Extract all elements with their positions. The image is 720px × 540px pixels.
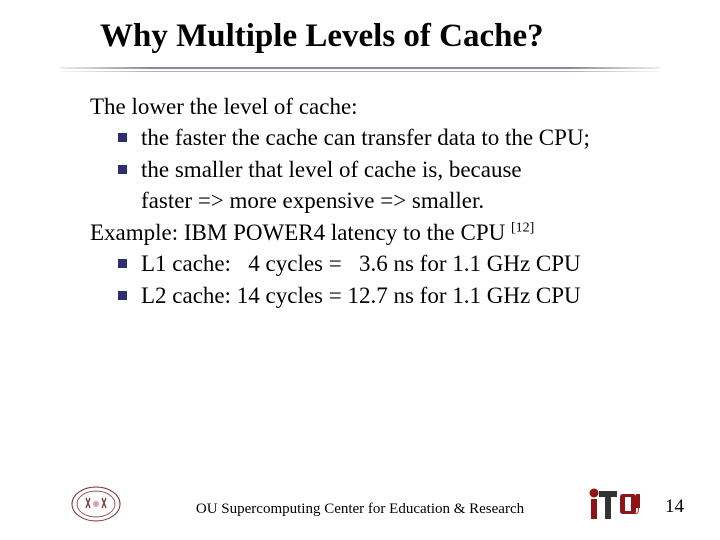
bullet-item: L2 cache: 14 cycles = 12.7 ns for 1.1 GH… [90,281,650,310]
intro-line: The lower the level of cache: [90,92,650,121]
example-text: Example: IBM POWER4 latency to the CPU [90,220,511,245]
bullet-square-icon [118,165,127,174]
slide-title: Why Multiple Levels of Cache? [100,18,680,55]
bullet-text: L2 cache: 14 cycles = 12.7 ns for 1.1 GH… [141,281,650,310]
bullet-square-icon [118,133,127,142]
slide-body: The lower the level of cache: the faster… [0,70,720,310]
bullet-item: the smaller that level of cache is, beca… [90,155,650,184]
svg-text:U: U [630,503,640,518]
bullet-item: the faster the cache can transfer data t… [90,123,650,152]
slide-footer: OU Supercomputing Center for Education &… [0,478,720,526]
bullet-text: L1 cache: 4 cycles = 3.6 ns for 1.1 GHz … [141,249,650,278]
example-line: Example: IBM POWER4 latency to the CPU [… [90,218,650,247]
bullet-square-icon [118,291,127,300]
bullet-continuation: faster => more expensive => smaller. [90,186,650,215]
bullet-square-icon [118,259,127,268]
citation-superscript: [12] [511,220,534,235]
title-underline [60,67,660,70]
bullet-text: the smaller that level of cache is, beca… [141,155,650,184]
bullet-item: L1 cache: 4 cycles = 3.6 ns for 1.1 GHz … [90,249,650,278]
bullet-text: the faster the cache can transfer data t… [141,123,650,152]
it-ou-logo-icon: U [586,486,642,524]
slide-number: 14 [665,496,684,518]
